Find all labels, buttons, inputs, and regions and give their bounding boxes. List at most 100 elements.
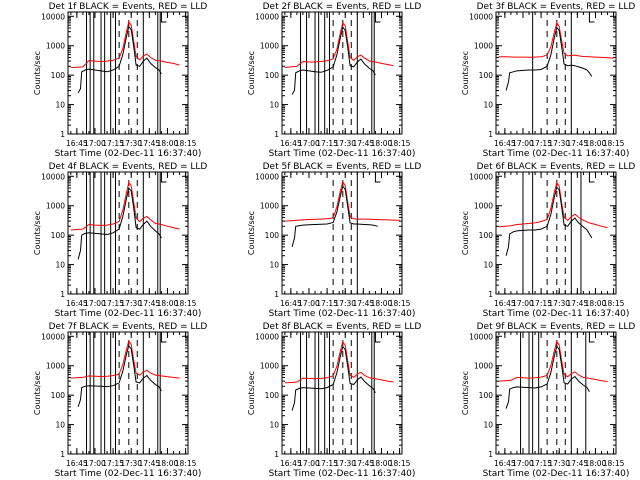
x-tick-label: 16:45 [66,299,88,308]
y-tick-label: 10000 [41,332,65,341]
x-tick-label: 18:00 [371,299,393,308]
x-tick-label: 17:15 [530,139,552,148]
x-tick-label: 16:45 [280,299,302,308]
x-axis-label: Start Time (02-Dec-11 16:37:40) [55,309,202,319]
x-tick-label: 17:15 [530,459,552,468]
y-tick-label: 10 [55,101,65,110]
x-tick-label: 17:15 [316,299,338,308]
y-tick-label: 100 [265,391,280,400]
y-tick-label: 10000 [469,332,493,341]
panel-title: Det 6f BLACK = Events, RED = LLD [477,162,636,172]
x-tick-label: 16:45 [66,459,88,468]
y-tick-label: 1 [60,290,65,299]
y-tick-label: 10 [269,261,279,270]
x-axis-label: Start Time (02-Dec-11 16:37:40) [269,309,416,319]
bracket-mark [374,172,381,183]
y-axis-label: Counts/sec [461,51,470,95]
y-axis-label: Counts/sec [247,211,256,255]
y-tick-label: 10000 [41,172,65,181]
plot-frame [67,11,189,135]
series-line-lld [70,20,180,69]
y-tick-label: 10000 [469,12,493,21]
y-tick-label: 10 [483,261,493,270]
x-tick-label: 18:15 [603,459,625,468]
y-tick-label: 1 [488,290,493,299]
y-tick-label: 100 [51,71,66,80]
y-tick-label: 1 [488,450,493,459]
panel-title: Det 9f BLACK = Events, RED = LLD [477,322,636,332]
x-tick-label: 16:45 [66,139,88,148]
x-tick-label: 17:15 [102,139,124,148]
x-tick-label: 17:30 [120,139,142,148]
x-tick-label: 17:15 [316,459,338,468]
series-line-lld [498,340,608,382]
y-tick-label: 10 [483,101,493,110]
bracket-mark [160,172,167,183]
y-axis-label: Counts/sec [33,371,42,415]
series-line-lld [70,339,180,379]
x-axis-label: Start Time (02-Dec-11 16:37:40) [483,309,630,319]
x-tick-label: 16:45 [494,459,516,468]
y-tick-label: 10 [269,421,279,430]
y-axis-label: Counts/sec [461,211,470,255]
x-tick-label: 17:30 [548,299,570,308]
x-tick-label: 17:15 [316,139,338,148]
x-tick-label: 18:15 [389,459,411,468]
x-tick-label: 18:15 [603,299,625,308]
y-axis-label: Counts/sec [247,51,256,95]
y-tick-label: 10000 [255,332,279,341]
y-tick-label: 1000 [260,362,279,371]
x-tick-label: 18:00 [157,459,179,468]
series-line-events [505,345,590,409]
x-tick-label: 17:30 [120,299,142,308]
panel-title: Det 2f BLACK = Events, RED = LLD [263,2,422,12]
detector-panel-6: Det 6f BLACK = Events, RED = LLD 1 10 100 10… [461,162,635,319]
detector-panel-1: Det 1f BLACK = Events, RED = LLD 1 10 100 10… [33,2,207,159]
y-tick-label: 10 [55,421,65,430]
y-tick-label: 100 [479,391,494,400]
x-tick-label: 17:30 [334,459,356,468]
x-axis-label: Start Time (02-Dec-11 16:37:40) [55,149,202,159]
plot-frame [495,11,617,135]
x-tick-label: 16:45 [280,139,302,148]
plot-frame [281,171,403,295]
x-tick-label: 18:00 [157,139,179,148]
y-tick-label: 100 [479,71,494,80]
x-tick-label: 17:00 [298,299,320,308]
x-tick-label: 17:15 [530,299,552,308]
x-tick-label: 17:00 [84,299,106,308]
x-tick-label: 17:45 [353,459,375,468]
x-tick-label: 17:45 [353,299,375,308]
plot-frame [281,11,403,135]
x-tick-label: 18:15 [603,139,625,148]
y-tick-label: 10000 [41,12,65,21]
y-tick-label: 1000 [474,362,493,371]
y-axis-label: Counts/sec [33,51,42,95]
x-tick-label: 17:45 [139,459,161,468]
x-tick-label: 18:15 [175,459,197,468]
series-line-events [77,25,162,94]
series-line-events [291,345,376,411]
bracket-mark [160,12,167,23]
x-tick-label: 17:30 [120,459,142,468]
y-tick-label: 1000 [46,202,65,211]
x-tick-label: 18:00 [585,299,607,308]
x-tick-label: 18:00 [585,139,607,148]
series-line-lld [70,181,180,231]
x-tick-label: 18:15 [175,299,197,308]
detector-panel-3: Det 3f BLACK = Events, RED = LLD 1 10 100 10… [461,2,635,159]
x-tick-label: 17:30 [334,139,356,148]
y-tick-label: 10000 [255,12,279,21]
x-tick-label: 18:15 [389,139,411,148]
plot-frame [495,171,617,295]
y-tick-label: 1000 [474,202,493,211]
x-tick-label: 17:00 [512,299,534,308]
x-tick-label: 17:45 [567,299,589,308]
y-tick-label: 1 [274,450,279,459]
x-tick-label: 17:00 [298,139,320,148]
x-axis-label: Start Time (02-Dec-11 16:37:40) [483,469,630,479]
x-tick-label: 17:30 [334,299,356,308]
bracket-mark [374,332,381,343]
y-tick-label: 1000 [46,362,65,371]
